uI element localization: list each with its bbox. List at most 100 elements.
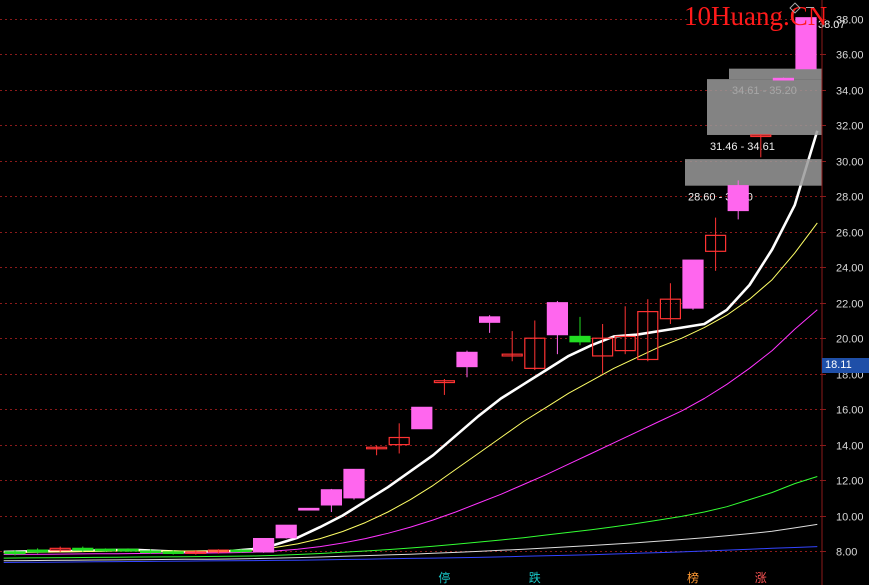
candle xyxy=(772,77,795,81)
candle-body xyxy=(772,77,795,81)
candle xyxy=(456,350,478,378)
candle-body xyxy=(659,298,682,320)
candle xyxy=(591,324,614,374)
candle-body xyxy=(117,548,139,552)
candle-body xyxy=(94,548,117,552)
candle-body xyxy=(275,524,297,539)
candle xyxy=(411,406,433,430)
y-tick-label: 12.00 xyxy=(836,476,864,488)
ma60-line xyxy=(3,476,818,559)
price-range-label: 31.46 - 34.61 xyxy=(710,141,775,153)
signal-mark: 涨 xyxy=(754,571,767,585)
candle xyxy=(524,320,546,371)
y-tick-label: 38.00 xyxy=(836,15,864,27)
candle xyxy=(253,537,275,553)
candle xyxy=(275,524,297,539)
price-range-box xyxy=(729,68,822,80)
candle xyxy=(94,548,117,552)
candle-body xyxy=(366,446,388,450)
ma250-line xyxy=(3,546,818,563)
candle xyxy=(546,300,569,355)
y-tick-label: 10.00 xyxy=(836,512,864,524)
candle-body xyxy=(72,547,94,551)
y-tick-label: 22.00 xyxy=(836,299,864,311)
watermark-logo: 10Huang.CN xyxy=(684,1,828,31)
moving-average-layer xyxy=(3,130,819,563)
candle xyxy=(72,546,94,552)
high-price-label: 38.07 xyxy=(818,19,846,31)
y-tick-label: 16.00 xyxy=(836,405,864,417)
candle xyxy=(49,546,71,552)
candle xyxy=(117,548,139,552)
candle-body xyxy=(704,234,727,252)
candle-body xyxy=(501,353,523,357)
y-tick-label: 28.00 xyxy=(836,192,864,204)
candle xyxy=(501,331,523,362)
signal-mark: 停 xyxy=(438,571,451,585)
candle xyxy=(140,549,162,554)
y-tick-label: 34.00 xyxy=(836,86,864,98)
candle-body xyxy=(27,549,49,553)
y-tick-label: 30.00 xyxy=(836,157,864,169)
candle-body xyxy=(614,335,636,352)
candle xyxy=(682,259,704,310)
candle xyxy=(230,549,252,553)
candle-body xyxy=(479,316,501,323)
candle-body xyxy=(795,17,817,70)
y-tick-label: 26.00 xyxy=(836,228,864,240)
candle xyxy=(637,299,659,362)
ma120-line xyxy=(3,523,818,562)
candle-layer: 38.07 xyxy=(4,17,846,556)
candle-body xyxy=(456,351,478,368)
y-tick-label: 36.00 xyxy=(836,50,864,62)
candle xyxy=(795,17,817,70)
candle xyxy=(4,550,26,556)
candle-body xyxy=(4,551,26,555)
candle xyxy=(207,549,229,554)
candle-body xyxy=(140,550,162,554)
candle xyxy=(320,488,342,512)
candle xyxy=(704,217,727,271)
y-tick-label: 8.00 xyxy=(836,547,857,559)
grid-layer xyxy=(0,19,822,552)
candle xyxy=(298,507,320,511)
price-range-box xyxy=(707,79,822,135)
candle xyxy=(27,548,49,554)
candle-body xyxy=(298,507,320,511)
candle-body xyxy=(682,259,704,309)
candle xyxy=(366,445,388,456)
candle-body xyxy=(727,185,749,212)
signal-mark: 榜 xyxy=(687,571,700,585)
price-range-box xyxy=(685,159,822,186)
candle xyxy=(614,306,636,355)
signal-mark: 跌 xyxy=(528,571,541,585)
candle-body xyxy=(230,549,252,553)
ma20-line xyxy=(3,309,818,555)
candle-body xyxy=(591,337,614,357)
y-tick-label: 20.00 xyxy=(836,334,864,346)
candle-body xyxy=(49,547,71,551)
y-tick-label: 32.00 xyxy=(836,121,864,133)
candle xyxy=(727,180,749,220)
candle-body xyxy=(343,468,365,499)
minimize-icon[interactable] xyxy=(806,7,814,8)
ma10-line xyxy=(3,222,818,554)
y-tick-label: 24.00 xyxy=(836,263,864,275)
candle-body xyxy=(569,335,591,343)
candle-body xyxy=(637,311,659,361)
candle xyxy=(750,134,772,158)
candle-body xyxy=(185,551,207,554)
candle-body xyxy=(411,406,433,430)
candle xyxy=(659,283,682,325)
candle xyxy=(433,378,455,395)
candle xyxy=(162,550,184,555)
candle-body xyxy=(546,302,569,336)
candle-body xyxy=(320,489,342,506)
candle xyxy=(479,315,501,333)
current-price-tag: 18.11 xyxy=(822,358,869,373)
ma5-line xyxy=(3,130,819,554)
candle xyxy=(185,550,207,555)
